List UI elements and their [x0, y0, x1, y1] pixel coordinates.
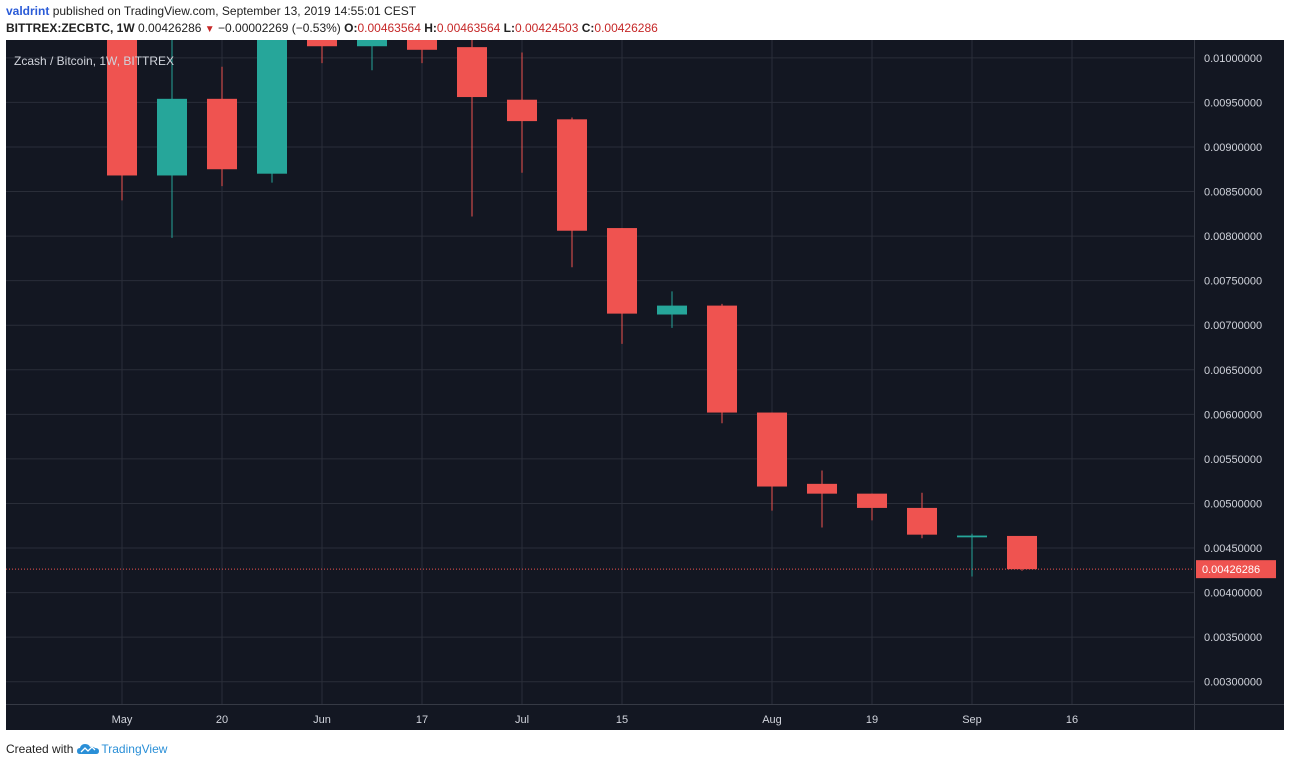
x-tick-label: Sep	[962, 714, 982, 726]
open-label: O:	[344, 21, 358, 35]
close-value: 0.00426286	[594, 21, 658, 35]
candle-body[interactable]	[407, 40, 437, 50]
candle-body[interactable]	[557, 119, 587, 231]
y-tick-label: 0.01000000	[1204, 53, 1262, 65]
close-label: C:	[581, 21, 595, 35]
x-tick-label: 20	[216, 714, 228, 726]
candle-body[interactable]	[607, 228, 637, 314]
candle-body[interactable]	[357, 40, 387, 47]
symbol-label: BITTREX:ZECBTC, 1W	[6, 21, 135, 35]
y-tick-label: 0.00600000	[1204, 409, 1262, 421]
candle-body[interactable]	[907, 507, 937, 535]
candle-body[interactable]	[707, 305, 737, 413]
down-arrow-icon: ▼	[204, 24, 215, 35]
created-with-text: Created with	[6, 742, 74, 756]
candle-body[interactable]	[1007, 535, 1037, 570]
low-label: L:	[503, 21, 515, 35]
x-tick-label: Jun	[313, 714, 331, 726]
footer: Created with TradingView	[6, 742, 167, 756]
candle-body[interactable]	[857, 493, 887, 508]
current-price-label: 0.00426286	[1202, 564, 1260, 576]
y-tick-label: 0.00550000	[1204, 454, 1262, 466]
candle-body[interactable]	[457, 47, 487, 98]
chart-background	[6, 40, 1284, 730]
current-price-label-bg	[1196, 560, 1276, 579]
chart-legend-title: Zcash / Bitcoin, 1W, BITTREX	[14, 54, 174, 68]
candle-body[interactable]	[657, 305, 687, 315]
x-tick-label: 19	[866, 714, 878, 726]
y-tick-label: 0.00750000	[1204, 276, 1262, 288]
low-value: 0.00424503	[514, 21, 579, 35]
x-tick-label: 16	[1066, 714, 1078, 726]
candle-body[interactable]	[107, 40, 137, 176]
y-tick-label: 0.00350000	[1204, 632, 1262, 644]
y-tick-label: 0.00950000	[1204, 97, 1262, 109]
x-tick-label: May	[112, 714, 133, 726]
candle-body[interactable]	[307, 40, 337, 47]
high-value: 0.00463564	[436, 21, 501, 35]
candlestick-chart[interactable]: 0.00300000 0.00350000 0.00400000 0.00450000…	[6, 40, 1284, 730]
symbol-info: BITTREX:ZECBTC, 1W 0.00426286 ▼ −0.00002…	[6, 21, 658, 35]
candle-body[interactable]	[257, 40, 287, 174]
publish-text: published on TradingView.com, September …	[52, 4, 417, 18]
brand-name: TradingView	[101, 742, 168, 756]
author-name[interactable]: valdrint	[6, 4, 50, 18]
candle-body[interactable]	[157, 98, 187, 176]
tradingview-cloud-icon	[77, 744, 100, 754]
publish-info: valdrint published on TradingView.com, S…	[6, 4, 416, 18]
price-change: −0.00002269 (−0.53%)	[218, 21, 341, 35]
candles-group	[107, 40, 1037, 577]
y-tick-label: 0.00450000	[1204, 543, 1262, 555]
x-tick-label: 15	[616, 714, 628, 726]
high-label: H:	[424, 21, 437, 35]
x-tick-label: Jul	[515, 714, 529, 726]
chart-area[interactable]: 0.00300000 0.00350000 0.00400000 0.00450000…	[6, 40, 1284, 730]
candle-body[interactable]	[507, 99, 537, 122]
y-tick-label: 0.00800000	[1204, 231, 1262, 243]
y-tick-label: 0.00300000	[1204, 677, 1262, 689]
x-tick-label: 17	[416, 714, 428, 726]
x-tick-label: Aug	[762, 714, 782, 726]
candle-body[interactable]	[207, 98, 237, 170]
last-price: 0.00426286	[138, 21, 202, 35]
y-tick-label: 0.00700000	[1204, 320, 1262, 332]
open-value: 0.00463564	[357, 21, 421, 35]
y-tick-label: 0.00500000	[1204, 498, 1262, 510]
y-tick-label: 0.00650000	[1204, 365, 1262, 377]
y-tick-label: 0.00850000	[1204, 187, 1262, 199]
y-tick-label: 0.00900000	[1204, 142, 1262, 154]
tradingview-logo[interactable]: TradingView	[77, 742, 167, 756]
candle-body[interactable]	[757, 412, 787, 487]
candle-body[interactable]	[957, 535, 987, 538]
y-tick-label: 0.00400000	[1204, 588, 1262, 600]
candle-body[interactable]	[807, 483, 837, 494]
